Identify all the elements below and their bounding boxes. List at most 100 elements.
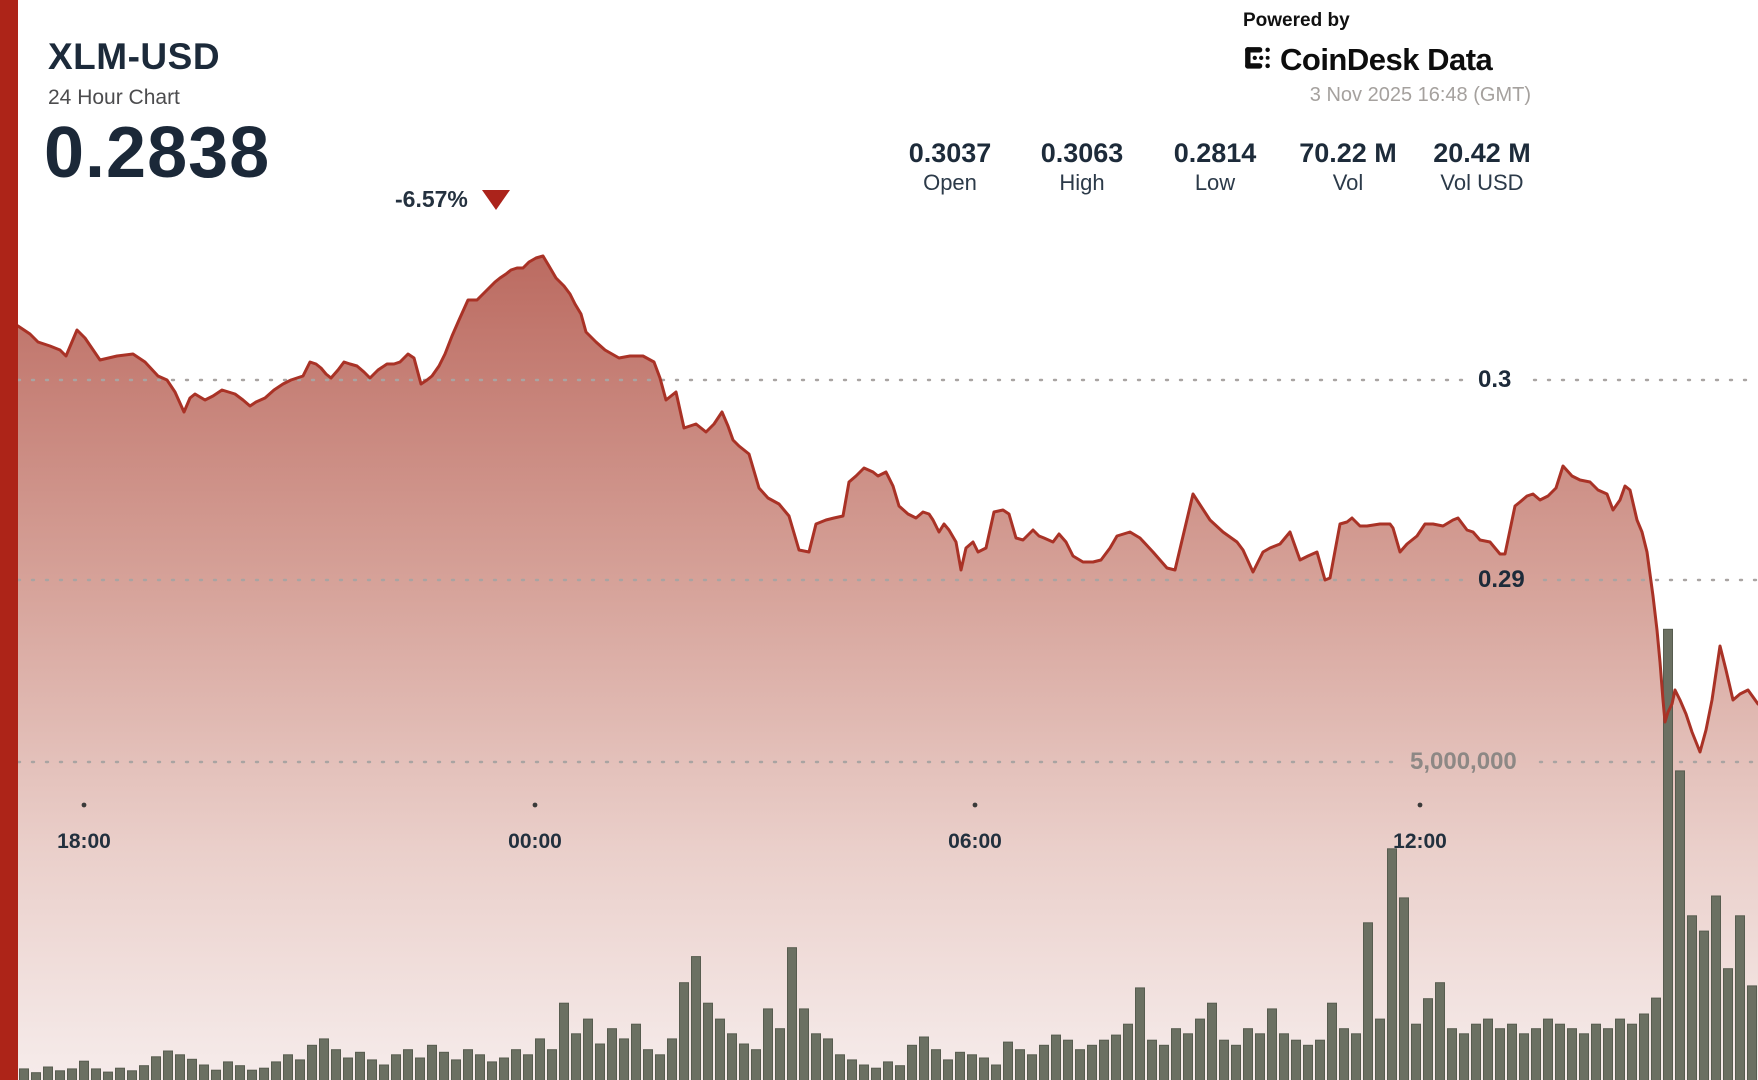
- volume-bar: [379, 1064, 389, 1080]
- volume-bar: [1363, 922, 1373, 1080]
- volume-bar: [547, 1049, 557, 1080]
- volume-bar: [295, 1059, 305, 1080]
- volume-bar: [967, 1054, 977, 1080]
- volume-bar: [343, 1057, 353, 1080]
- volume-bar: [499, 1057, 509, 1080]
- volume-bar: [1255, 1033, 1265, 1080]
- volume-bar: [223, 1061, 233, 1080]
- volume-bar: [1051, 1034, 1061, 1080]
- volume-bar: [235, 1065, 245, 1080]
- volume-bar: [787, 947, 797, 1080]
- volume-bar: [511, 1049, 521, 1080]
- volume-bar: [1147, 1039, 1157, 1080]
- volume-bar: [859, 1064, 869, 1080]
- stat-high: 0.3063 High: [1007, 138, 1157, 198]
- volume-bar: [271, 1061, 281, 1080]
- volume-bar: [331, 1049, 341, 1080]
- down-triangle-icon: [481, 189, 510, 210]
- volume-bar: [31, 1072, 41, 1080]
- volume-bar: [559, 1002, 569, 1080]
- volume-bar: [1471, 1023, 1481, 1080]
- price-area-fill: [18, 256, 1758, 1080]
- volume-bar: [835, 1054, 845, 1080]
- volume-bar: [763, 1008, 773, 1080]
- price-change-percent: -6.57%: [395, 186, 468, 212]
- volume-bar: [1375, 1018, 1385, 1080]
- volume-bar: [1723, 968, 1733, 1080]
- volume-bar: [67, 1068, 77, 1080]
- volume-bar: [1183, 1033, 1193, 1080]
- volume-axis-label: 5,000,000: [1410, 748, 1517, 775]
- volume-bar: [595, 1043, 605, 1080]
- volume-bar: [1411, 1023, 1421, 1080]
- left-accent-bar: [0, 0, 18, 1080]
- volume-bar: [811, 1033, 821, 1080]
- volume-bar: [115, 1067, 125, 1080]
- x-axis-tick-dots: [81, 802, 1423, 808]
- volume-bar: [1735, 915, 1745, 1080]
- volume-bar: [1627, 1023, 1637, 1080]
- time-axis-label: 12:00: [1393, 830, 1447, 853]
- coindesk-logo-icon: [1245, 47, 1270, 69]
- volume-bar: [619, 1038, 629, 1080]
- price-change: -6.57%: [395, 186, 510, 213]
- volume-bar: [1567, 1028, 1577, 1080]
- volume-bar: [355, 1051, 365, 1080]
- stat-value: 20.42 M: [1433, 138, 1531, 168]
- coindesk-brand: CoinDesk Data: [1243, 42, 1531, 78]
- volume-bar: [1435, 982, 1445, 1080]
- volume-bar: [19, 1068, 29, 1080]
- volume-bar: [1675, 770, 1685, 1080]
- attribution-block: Powered by CoinDesk Data 3 Nov 2025 16:4…: [1243, 10, 1531, 107]
- stat-label: Vol USD: [1440, 170, 1524, 195]
- stat-value: 0.3063: [1040, 138, 1124, 168]
- volume-bar: [163, 1050, 173, 1080]
- volume-bar: [1087, 1044, 1097, 1080]
- volume-bar: [751, 1049, 761, 1080]
- volume-bar: [715, 1018, 725, 1080]
- powered-by-label: Powered by: [1243, 10, 1350, 31]
- volume-bar: [1399, 897, 1409, 1080]
- volume-bar: [1663, 628, 1673, 1080]
- volume-bar: [1507, 1023, 1517, 1080]
- volume-bar: [1603, 1028, 1613, 1080]
- volume-bar: [1699, 930, 1709, 1080]
- stat-label: Low: [1194, 170, 1236, 195]
- volume-bar: [1639, 1013, 1649, 1080]
- price-axis-label: 0.29: [1478, 566, 1525, 593]
- stat-low: 0.2814 Low: [1140, 138, 1290, 198]
- volume-bar: [151, 1056, 161, 1080]
- volume-bar: [943, 1059, 953, 1080]
- volume-bar: [799, 1008, 809, 1080]
- volume-bar: [1159, 1044, 1169, 1080]
- volume-bar: [919, 1036, 929, 1080]
- stat-open: 0.3037 Open: [875, 138, 1025, 198]
- volume-bar: [679, 982, 689, 1080]
- volume-bar: [1687, 915, 1697, 1080]
- volume-bar: [1171, 1028, 1181, 1080]
- volume-bar: [1579, 1033, 1589, 1080]
- price-axis-label: 0.3: [1478, 366, 1512, 393]
- volume-bar: [1015, 1049, 1025, 1080]
- volume-bar: [415, 1057, 425, 1080]
- stat-label: Vol: [1332, 170, 1364, 195]
- volume-bar: [631, 1023, 641, 1080]
- volume-bar: [583, 1018, 593, 1080]
- volume-bar: [1219, 1039, 1229, 1080]
- volume-bar: [199, 1064, 209, 1080]
- volume-bar: [403, 1049, 413, 1080]
- current-price: 0.2838: [44, 113, 271, 193]
- volume-bar: [43, 1066, 53, 1080]
- volume-bar: [1315, 1039, 1325, 1080]
- volume-bar: [523, 1054, 533, 1080]
- volume-bar: [103, 1071, 113, 1080]
- volume-bar: [91, 1068, 101, 1080]
- volume-bar: [1459, 1033, 1469, 1080]
- volume-bar: [1123, 1023, 1133, 1080]
- volume-bar: [55, 1070, 65, 1080]
- volume-bar: [463, 1049, 473, 1080]
- volume-bar: [1519, 1033, 1529, 1080]
- time-axis-label: 18:00: [57, 830, 111, 853]
